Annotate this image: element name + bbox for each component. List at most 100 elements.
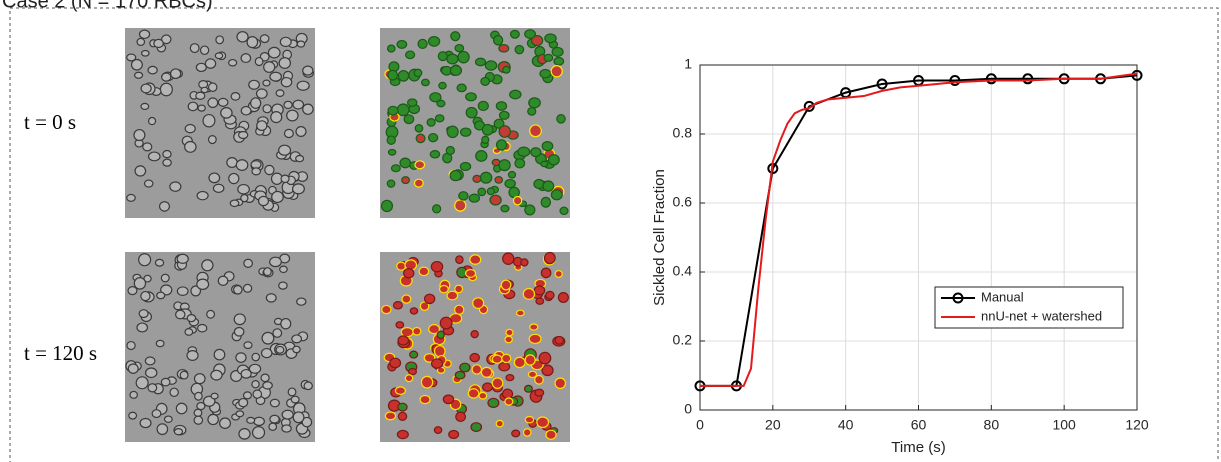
cell [147,65,158,75]
cell [207,97,219,109]
cell [419,301,430,312]
cell [397,335,410,346]
cell [292,345,301,354]
x-tick-label: 0 [696,417,704,433]
cell [128,411,138,420]
cell [160,273,170,283]
cell [287,387,297,397]
cell [404,50,416,60]
cell [186,349,199,361]
cell [219,417,232,429]
cell [442,394,455,405]
x-tick-label: 60 [911,417,927,433]
cell [133,128,146,142]
x-tick-label: 40 [838,417,854,433]
cell [248,79,260,90]
cell [498,159,511,172]
cell [427,36,441,47]
cell [540,267,552,279]
cell [465,268,477,278]
cell [498,361,511,372]
cell [193,408,203,417]
cell [539,68,552,79]
cell [536,416,550,429]
cell [514,158,526,169]
cell [257,195,270,207]
cell [296,297,307,306]
cell [134,165,147,177]
cell [153,38,164,49]
cell [169,387,179,398]
cell [380,199,394,213]
cell [465,92,477,102]
cell [242,391,252,400]
cell [409,307,419,315]
cell [279,36,292,48]
cell [509,89,522,100]
cell [170,68,182,80]
cell [524,29,536,39]
cell [468,193,481,203]
marker [876,78,888,90]
x-tick-label: 100 [1052,417,1076,433]
cell [269,71,283,82]
cell [533,285,546,296]
cell [389,357,402,369]
cell [127,363,139,374]
cell [528,333,542,345]
cell [543,53,554,62]
cell [280,76,293,88]
legend-label: Manual [981,289,1024,304]
cell [303,381,313,391]
cell [194,391,203,401]
cell [243,258,253,269]
cell [401,294,412,304]
cell [387,105,399,116]
y-tick-label: 0.8 [673,125,693,141]
cell [522,428,532,437]
cell [390,164,401,173]
cell [455,255,464,264]
cell [432,204,442,214]
cell [202,113,216,128]
cell [156,423,169,436]
cell [208,172,221,184]
cell [553,56,565,66]
cell [240,53,252,64]
cell [397,411,408,422]
cell [527,106,537,116]
cell [195,91,206,100]
cell [481,135,490,144]
cell [204,58,217,69]
cell [184,140,197,153]
cell [217,275,229,286]
cell [147,383,158,393]
cell [161,72,172,82]
cell [448,429,460,440]
cell [270,111,283,124]
cell [263,267,272,277]
cell [162,158,172,167]
cell [129,390,138,399]
cell [235,352,247,363]
cell [261,331,275,345]
cell [265,293,277,303]
cell [262,381,273,390]
cell [509,29,520,39]
cell [233,284,243,295]
cell [430,358,444,369]
cell [415,133,426,144]
cell [414,160,426,170]
cell [481,123,494,136]
cell [387,69,399,81]
cell [403,268,415,279]
cell [280,317,292,330]
cell [495,419,504,428]
cell [540,196,552,208]
cell [505,328,514,337]
cell [542,180,555,192]
cell [133,71,144,79]
cell [401,176,411,185]
cell [237,130,249,140]
